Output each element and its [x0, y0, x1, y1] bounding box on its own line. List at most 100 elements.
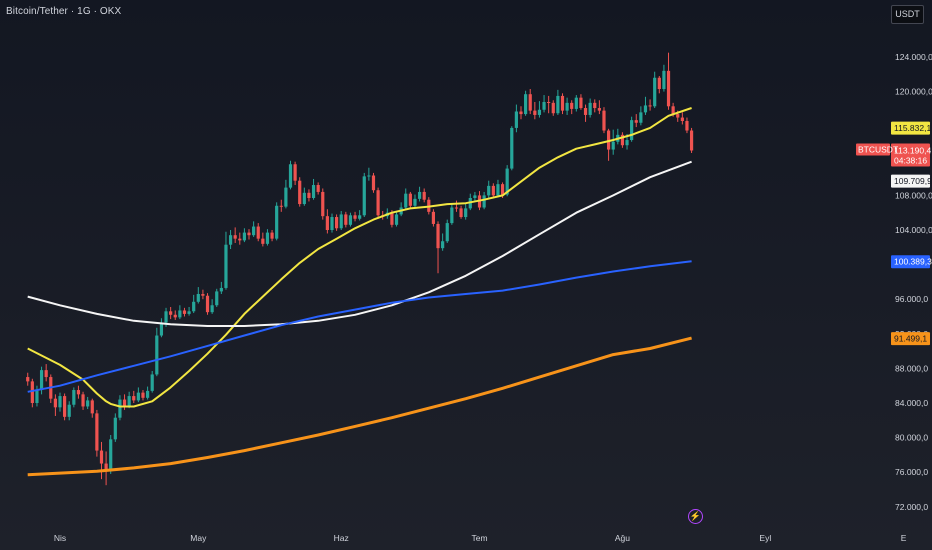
- candle-body: [367, 175, 371, 177]
- candle-body: [353, 215, 357, 219]
- candle: [606, 128, 611, 161]
- price-axis[interactable]: 124.000,0 120.000,0 108.000,0 104.000,0 96.0…: [895, 52, 932, 512]
- candle: [579, 94, 583, 110]
- candle-body: [159, 322, 164, 336]
- candle-body: [145, 390, 150, 398]
- candle: [556, 89, 560, 115]
- candle-body: [685, 121, 689, 131]
- candle-body: [445, 223, 449, 242]
- candle-body: [611, 141, 615, 150]
- candle-body: [279, 205, 283, 207]
- candle-body: [205, 295, 210, 313]
- candle-body: [298, 180, 302, 205]
- candle: [109, 435, 113, 474]
- y-tick-label: 104.000,0: [895, 225, 932, 235]
- candle-body: [325, 216, 329, 230]
- candle-body: [270, 232, 274, 239]
- candle: [113, 413, 117, 442]
- candle: [122, 394, 127, 410]
- candle-body: [441, 241, 445, 249]
- candle-body: [547, 101, 551, 103]
- candle: [104, 451, 108, 486]
- candle-body: [376, 190, 380, 216]
- candle-body: [233, 235, 237, 239]
- candle-body: [150, 374, 154, 391]
- candle: [634, 114, 638, 128]
- currency-button[interactable]: USDT: [891, 5, 924, 24]
- symbol-title: Bitcoin/Tether · 1G · OKX: [6, 6, 122, 17]
- candle: [30, 378, 34, 408]
- candle: [265, 229, 270, 246]
- candle: [551, 100, 555, 116]
- candle-body: [90, 400, 94, 414]
- candle-body: [155, 335, 159, 375]
- candle: [293, 161, 297, 186]
- ma-line: [27, 260, 692, 393]
- candle: [302, 187, 306, 206]
- candle: [201, 289, 205, 300]
- last-price-label: 113.190,4: [894, 146, 931, 156]
- candle-body: [118, 399, 122, 418]
- candle: [270, 230, 274, 242]
- candle: [473, 191, 477, 202]
- y-tick-label: 96.000,0: [895, 294, 928, 304]
- candle: [464, 204, 468, 220]
- candle: [187, 306, 191, 316]
- lightning-icon[interactable]: ⚡: [688, 509, 703, 524]
- candle-body: [275, 205, 279, 239]
- price-badge-label: 100.389,3: [894, 257, 932, 267]
- y-tick-label: 124.000,0: [895, 52, 932, 62]
- candle: [76, 385, 81, 399]
- candle: [537, 101, 542, 118]
- y-tick-label: 120.000,0: [895, 87, 932, 97]
- candle-body: [597, 108, 601, 111]
- candle-body: [256, 226, 260, 239]
- candle-body: [228, 235, 233, 245]
- candle-body: [141, 392, 145, 398]
- candle: [583, 104, 588, 122]
- candle: [339, 210, 343, 230]
- candle: [376, 187, 380, 219]
- candle: [321, 188, 325, 220]
- candle: [445, 219, 449, 243]
- candle-body: [238, 238, 242, 241]
- candle: [150, 370, 154, 393]
- candle-body: [67, 404, 71, 417]
- y-tick-label: 108.000,0: [895, 190, 932, 200]
- candle-body: [335, 217, 339, 229]
- candle-body: [556, 95, 560, 114]
- candle: [491, 183, 495, 198]
- candle-body: [593, 102, 597, 109]
- candle-body: [487, 185, 491, 196]
- candle-body: [620, 134, 625, 146]
- ma-yellow-price-badge: 115.832,1: [891, 121, 931, 135]
- candle-body: [510, 127, 514, 169]
- candle-body: [261, 238, 265, 244]
- candle: [298, 177, 302, 207]
- candle: [159, 318, 164, 338]
- candle: [454, 200, 459, 212]
- candle-body: [265, 232, 270, 244]
- candle: [657, 76, 661, 94]
- candle-body: [662, 70, 666, 90]
- candle: [67, 401, 71, 421]
- candle-body: [408, 193, 412, 206]
- candle-body: [676, 114, 680, 118]
- candle: [459, 205, 463, 219]
- candle-body: [72, 390, 76, 405]
- candle-body: [247, 232, 251, 236]
- candle-body: [436, 223, 440, 249]
- candle: [611, 129, 615, 155]
- candle-body: [44, 370, 48, 378]
- candle-body: [122, 399, 127, 407]
- candle-body: [109, 439, 113, 471]
- candle-body: [500, 184, 505, 195]
- candle: [565, 97, 569, 115]
- x-tick-label: Ağu: [615, 533, 630, 543]
- x-tick-label: Nis: [54, 533, 66, 543]
- ma-line: [27, 160, 692, 327]
- candle: [399, 202, 403, 217]
- time-axis[interactable]: Nis May Haz Tem Ağu Eyl E: [54, 533, 907, 543]
